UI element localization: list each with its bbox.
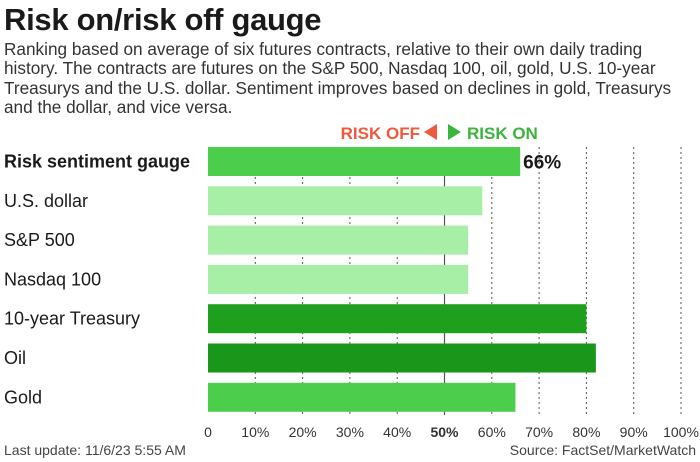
- bar: [208, 343, 596, 373]
- x-tick-label: 80%: [572, 424, 600, 440]
- risk-off-label: RISK OFF: [341, 124, 420, 143]
- risk-off-arrow-icon: [424, 124, 437, 140]
- x-tick-label: 50%: [430, 424, 459, 440]
- last-update: Last update: 11/6/23 5:55 AM: [4, 442, 186, 458]
- risk-legend: RISK OFF RISK ON: [341, 124, 538, 143]
- data-label: 66%: [523, 153, 561, 174]
- x-tick-label: 60%: [478, 424, 506, 440]
- category-label: S&P 500: [4, 230, 75, 250]
- x-tick-label: 40%: [383, 424, 411, 440]
- bar: [208, 304, 587, 334]
- bar: [208, 186, 483, 216]
- bar: [208, 264, 469, 294]
- bar: [208, 147, 521, 176]
- bar: [208, 382, 516, 412]
- x-tick-label: 70%: [525, 424, 553, 440]
- category-label: Gold: [4, 387, 42, 407]
- x-tick-label: 20%: [289, 424, 317, 440]
- category-label: 10-year Treasury: [4, 309, 140, 329]
- risk-on-arrow-icon: [448, 124, 461, 140]
- row-labels: Risk sentiment gauge 66% U.S. dollar S&P 50…: [4, 152, 561, 408]
- x-tick-label: 90%: [620, 424, 648, 440]
- category-label: Oil: [4, 348, 26, 368]
- category-label: Nasdaq 100: [4, 269, 101, 289]
- chart-subtitle: Ranking based on average of six futures …: [4, 39, 672, 118]
- x-tick-label: 30%: [336, 424, 364, 440]
- x-tick-label: 0: [204, 424, 212, 440]
- bars: [208, 147, 596, 412]
- category-label: U.S. dollar: [4, 191, 88, 211]
- chart-title: Risk on/risk off gauge: [4, 2, 322, 37]
- x-tick-label: 10%: [241, 424, 269, 440]
- bar: [208, 225, 469, 255]
- x-axis-ticks: 0 10% 20% 30% 40% 50% 60% 70% 80% 90% 100%: [204, 424, 699, 440]
- category-label: Risk sentiment gauge: [4, 152, 190, 172]
- source-note: Source: FactSet/MarketWatch: [509, 442, 696, 458]
- risk-on-label: RISK ON: [467, 124, 538, 143]
- x-tick-label: 100%: [663, 424, 699, 440]
